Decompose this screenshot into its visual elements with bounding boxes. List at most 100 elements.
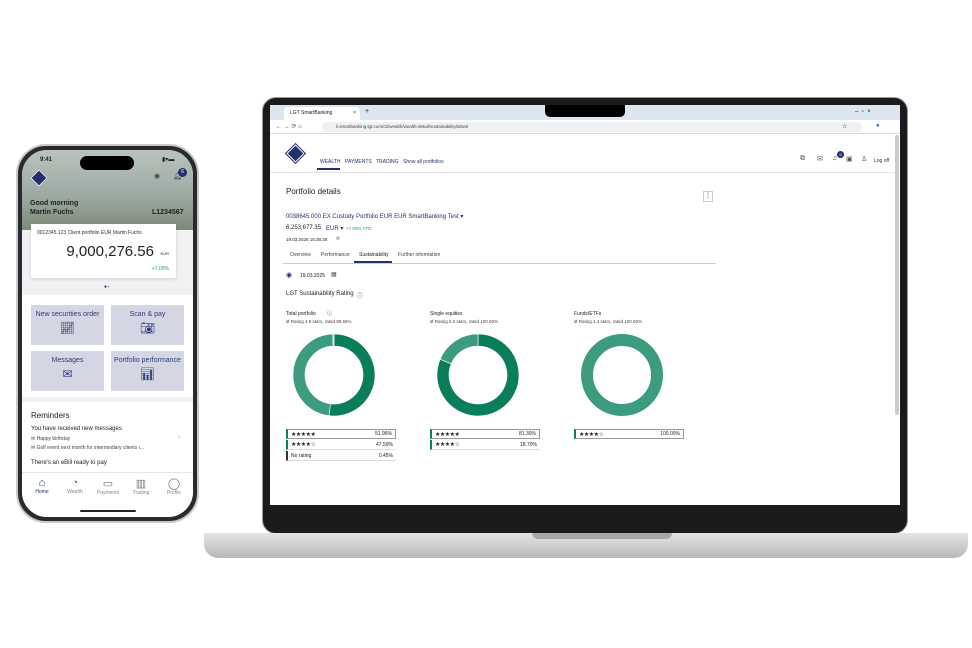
- tab-label: Payments: [96, 490, 120, 496]
- url-text: li.smartbanking.lgt.com/cb/wealth/wealth…: [336, 124, 468, 129]
- header-divider: [270, 172, 895, 173]
- tile-messages[interactable]: Messages ✉: [31, 351, 104, 391]
- camera-icon: 📷︎: [139, 321, 156, 335]
- reminder-group-messages[interactable]: You have received new messages: [31, 426, 122, 432]
- tab-overview[interactable]: Overview: [290, 252, 311, 258]
- tab-trading[interactable]: ▥ Trading: [124, 477, 158, 496]
- donut-slice[interactable]: [439, 333, 479, 365]
- section-title: LGT Sustainability Rating: [286, 291, 354, 297]
- reminder-message[interactable]: ✉ Golf event next month for intermediary…: [31, 445, 144, 451]
- hide-values-icon[interactable]: ◉: [154, 173, 161, 180]
- info-icon[interactable]: ⓘ: [327, 311, 333, 317]
- portfolio-card[interactable]: 0012345.123 Client portfolio EUR Martin …: [31, 224, 176, 278]
- reminder-group-ebill[interactable]: There's an eBill ready to pay: [31, 460, 107, 466]
- notification-badge: 5: [837, 151, 844, 158]
- legend-value: 47.59%: [376, 441, 393, 448]
- legend-row[interactable]: ★★★★★ 51.96%: [286, 429, 396, 439]
- user-icon[interactable]: ♙: [861, 156, 868, 163]
- refresh-icon[interactable]: ⟳: [336, 236, 341, 242]
- lgt-logo[interactable]: [284, 142, 307, 165]
- new-tab-icon[interactable]: +: [365, 108, 370, 115]
- legend-row[interactable]: ★★★★★ 81.30%: [430, 429, 540, 439]
- mail-icon[interactable]: ✉: [817, 156, 823, 163]
- nav-payments[interactable]: PAYMENTS: [345, 159, 372, 165]
- phone-screen: 9:41 ▮▾▬ ◉ 🔔︎ 6 Good morning Martin Fuch…: [22, 150, 193, 517]
- chat-icon[interactable]: ⧉: [800, 155, 805, 162]
- tile-portfolio-performance[interactable]: Portfolio performance 📊︎: [111, 351, 184, 391]
- tab-profile[interactable]: ◯ Profile: [157, 477, 191, 496]
- nav-buttons[interactable]: ← → ⟳ ⌂: [276, 124, 302, 130]
- legend-label: ★★★★★: [435, 431, 460, 438]
- nav-wealth[interactable]: WEALTH: [320, 159, 341, 165]
- donut-slice[interactable]: [328, 333, 376, 417]
- date-value[interactable]: 19.03.2025: [300, 273, 326, 279]
- tile-new-securities-order[interactable]: New securities order 📈︎: [31, 305, 104, 345]
- tabs-divider: [283, 263, 716, 264]
- address-bar[interactable]: li.smartbanking.lgt.com/cb/wealth/wealth…: [322, 122, 862, 132]
- legend-label: ★★★★☆: [291, 442, 316, 448]
- signal-wifi-battery-icon: ▮▾▬: [162, 157, 175, 163]
- carousel-dots[interactable]: ●●: [104, 284, 111, 290]
- portfolio-value: 6,253,677.35: [286, 225, 322, 231]
- window-controls[interactable]: – ▫ ×: [855, 109, 871, 115]
- bottom-tab-bar: ⌂ Home ◔ Wealth ▭ Payments ▥ Trading ◯ Profil…: [22, 472, 193, 517]
- profile-icon[interactable]: ●: [876, 123, 880, 129]
- notification-badge: 6: [178, 168, 187, 177]
- date-history-icon[interactable]: ◉: [286, 272, 293, 279]
- tab-sustainability[interactable]: Sustainability: [359, 252, 389, 258]
- logoff-link[interactable]: Log off: [874, 158, 890, 164]
- browser-tab[interactable]: LGT SmartBanking ×: [284, 107, 360, 120]
- close-tab-icon[interactable]: ×: [353, 110, 356, 116]
- currency-selector[interactable]: EUR ▾: [326, 226, 344, 232]
- tab-further-information[interactable]: Further information: [398, 252, 441, 258]
- portfolio-currency: EUR: [160, 251, 169, 256]
- tab-performance[interactable]: Performance: [321, 252, 350, 258]
- legend-row[interactable]: ★★★★☆ 100.00%: [574, 429, 684, 439]
- donut-slice[interactable]: [332, 333, 335, 347]
- tab-label: Home: [35, 489, 49, 495]
- tab-wealth[interactable]: ◔ Wealth: [58, 477, 92, 495]
- user-name: Martin Fuchs: [30, 209, 74, 216]
- donut-slice[interactable]: [436, 333, 520, 417]
- bell-icon[interactable]: ♫: [832, 155, 838, 162]
- more-options-button[interactable]: ⋮: [703, 191, 713, 202]
- info-icon[interactable]: ⓘ: [357, 294, 364, 300]
- nav-show-all-portfolios[interactable]: Show all portfolios: [403, 159, 444, 165]
- portfolio-change: +7.00%: [151, 266, 169, 272]
- chart-title: Single equities: [430, 311, 463, 317]
- donut-slice[interactable]: [581, 334, 663, 416]
- tab-label: Profile: [166, 490, 182, 496]
- laptop-opening-notch: [532, 533, 672, 539]
- wallet-icon: ▭: [102, 478, 114, 490]
- status-time: 9:41: [40, 157, 53, 163]
- donut-slice[interactable]: [292, 333, 334, 417]
- legend-value: 51.96%: [375, 431, 392, 437]
- chart-legend: ★★★★☆ 100.00%: [574, 429, 684, 440]
- timestamp: 19.03.2025 15:38:30: [286, 237, 328, 242]
- tab-payments[interactable]: ▭ Payments: [91, 477, 125, 496]
- tile-label: Messages: [51, 357, 84, 364]
- documents-icon[interactable]: ▣: [846, 156, 853, 163]
- legend-row[interactable]: No rating 0.45%: [286, 451, 396, 461]
- nav-trading[interactable]: TRADING: [376, 159, 399, 165]
- tile-scan-pay[interactable]: Scan & pay 📷︎: [111, 305, 184, 345]
- tab-home[interactable]: ⌂ Home: [25, 477, 59, 495]
- scrollbar[interactable]: [895, 135, 899, 415]
- chart-subtitle: Ø Rating 4.4 stars, rated 100.00%: [574, 319, 643, 324]
- chevron-right-icon[interactable]: ›: [178, 434, 181, 441]
- portfolio-value: 9,000,276.56: [66, 243, 154, 260]
- performance-icon: 📊︎: [139, 367, 156, 381]
- bookmark-star-icon[interactable]: ☆: [842, 124, 848, 130]
- chart-legend: ★★★★★ 51.96% ★★★★☆ 47.59% No rating 0.45%: [286, 429, 396, 462]
- reminder-message[interactable]: ✉ Happy birthday: [31, 436, 71, 442]
- legend-row[interactable]: ★★★★☆ 47.59%: [286, 440, 396, 450]
- calendar-icon[interactable]: ▦: [331, 272, 337, 278]
- ytd-change: +7.00% YTD: [346, 226, 372, 231]
- tile-label: Scan & pay: [129, 311, 166, 318]
- envelope-icon: ✉: [62, 367, 73, 381]
- reminders-title: Reminders: [31, 411, 70, 420]
- legend-label: ★★★★★: [291, 431, 316, 438]
- portfolio-selector[interactable]: 0038645.000 EX Custody Portfolio EUR EUR…: [286, 214, 464, 220]
- bell-icon[interactable]: 🔔︎: [173, 173, 182, 180]
- legend-row[interactable]: ★★★★☆ 18.70%: [430, 440, 540, 450]
